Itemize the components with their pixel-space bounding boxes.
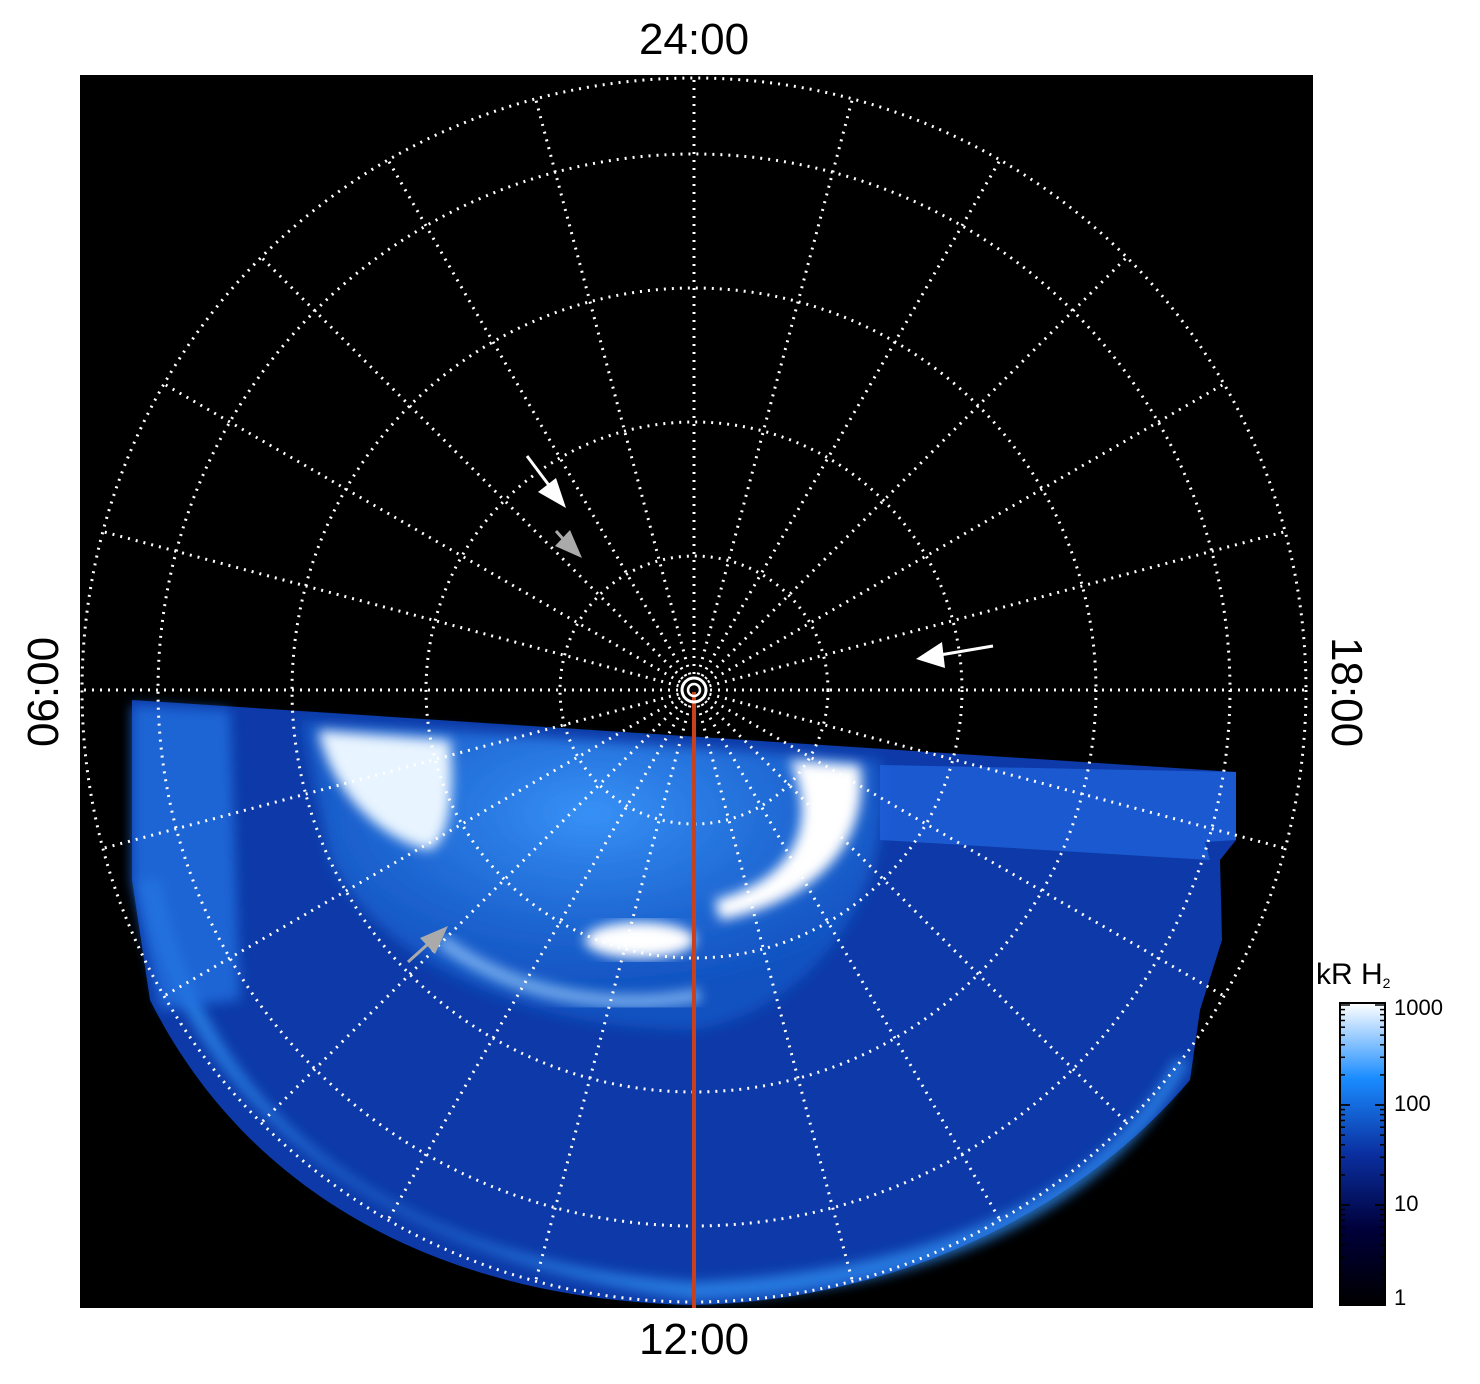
faint-arc-lower	[435, 934, 702, 1009]
bright-arc-left	[318, 730, 452, 850]
colorbar-title-main: kR H	[1316, 958, 1383, 991]
colorbar-tick-1: 1	[1394, 1285, 1407, 1310]
colorbar-title: kR H2	[1316, 958, 1391, 991]
emission-region	[132, 700, 1236, 1305]
label-noon: 12:00	[638, 1315, 750, 1364]
label-dawn: 06:00	[19, 636, 68, 748]
pole-marker-outer	[680, 676, 708, 704]
label-dusk: 18:00	[1322, 636, 1371, 748]
grid-circle-1	[558, 554, 830, 826]
white-arrow-dusk	[916, 642, 994, 668]
bright-arc-right	[715, 760, 862, 920]
white-arrow-upper	[525, 455, 566, 508]
grid-circle-2	[424, 420, 964, 960]
dusk-strip	[880, 765, 1236, 860]
colorbar-tick-1000: 1000	[1394, 995, 1443, 1020]
label-midnight: 24:00	[638, 15, 750, 64]
colorbar-minor-ticks	[1340, 1004, 1385, 1306]
colorbar-tick-100: 100	[1394, 1091, 1431, 1116]
bright-patch-noon	[585, 922, 695, 958]
colorbar-title-subscript: 2	[1382, 975, 1391, 991]
gray-arrow-dawn	[406, 926, 448, 964]
colorbar-scale	[1339, 1002, 1386, 1306]
pole-marker-inner	[686, 682, 702, 698]
gray-arrow-upper	[554, 530, 582, 558]
colorbar-tick-10: 10	[1394, 1191, 1419, 1216]
